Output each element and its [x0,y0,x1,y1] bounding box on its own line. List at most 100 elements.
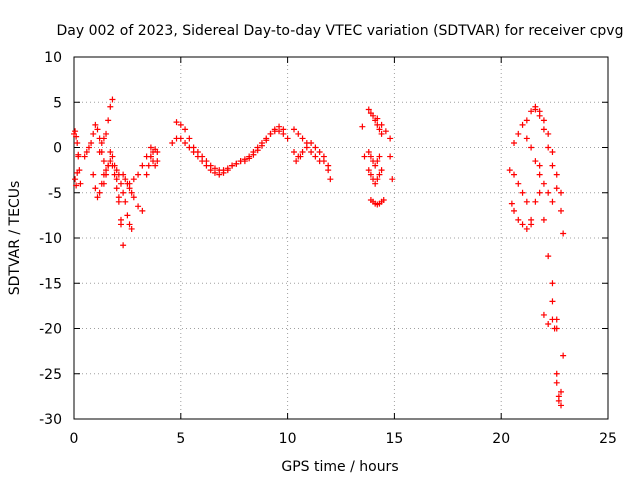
data-point [308,139,315,146]
data-point [194,149,201,156]
data-point [113,185,120,192]
data-point [374,115,381,122]
y-tick-label: 5 [53,95,62,111]
data-point [92,185,99,192]
data-point [528,108,535,115]
data-point [74,139,81,146]
series-arc-10 [135,203,146,214]
data-point [560,352,567,359]
data-point [303,144,310,151]
data-point [98,139,105,146]
data-point [88,139,95,146]
data-point [545,144,552,151]
data-point [551,325,558,332]
data-point [312,144,319,151]
data-point [536,112,543,119]
data-point [553,185,560,192]
data-point [519,221,526,228]
series-arc-16 [291,144,332,174]
data-point [549,280,556,287]
data-point [177,135,184,142]
data-point [267,130,274,137]
series-arc-26 [511,162,543,232]
data-point [540,126,547,133]
data-point [327,176,334,183]
data-point [320,158,327,165]
data-point [376,126,383,133]
series-arc-34 [553,352,567,400]
data-point [182,126,189,133]
series-arc-27 [508,200,515,207]
series-arc-22 [365,167,385,187]
data-point [152,162,159,169]
data-point [536,171,543,178]
y-tick-label: -5 [48,186,62,202]
data-point [263,137,270,144]
data-point [109,96,116,103]
data-point [382,128,389,135]
x-tick-label: 0 [70,431,79,447]
series-arc-21 [365,149,383,169]
data-point [367,171,374,178]
data-point [316,149,323,156]
series-arc-18 [359,123,368,160]
data-point [549,162,556,169]
data-point [107,149,114,156]
series-arc-15 [291,126,334,183]
data-point [126,180,133,187]
y-tick-label: -10 [39,231,62,247]
data-point [378,167,385,174]
data-point [122,198,129,205]
data-point [173,119,180,126]
data-point [154,158,161,165]
data-point [293,158,300,165]
data-point [374,158,381,165]
data-point [560,230,567,237]
series-arc-33 [549,280,565,409]
series-arc-25 [506,167,535,223]
data-point [103,171,110,178]
data-point [143,171,150,178]
x-axis-label: GPS time / hours [281,459,398,475]
data-point [523,225,530,232]
data-point [154,149,161,156]
series-arc-12 [147,153,161,169]
data-point [325,167,332,174]
data-point [92,121,99,128]
data-point [100,180,107,187]
series-arc-24 [387,153,396,183]
data-point [113,176,120,183]
data-point [536,189,543,196]
data-point [380,196,387,203]
data-point [515,180,522,187]
data-point [372,180,379,187]
data-point [359,123,366,130]
data-point [308,149,315,156]
data-point [549,198,556,205]
data-point [94,194,101,201]
series-arc-6 [107,149,127,249]
data-point [73,182,80,189]
data-point [549,316,556,323]
data-point [229,162,236,169]
data-point [361,153,368,160]
data-point [124,212,131,219]
data-point [271,126,278,133]
data-point [519,189,526,196]
data-point [387,153,394,160]
data-point [258,142,265,149]
y-tick-label: -30 [39,412,62,428]
data-point [186,135,193,142]
data-point [113,167,120,174]
data-point [96,189,103,196]
data-point [254,147,261,154]
data-point [295,130,302,137]
data-point [109,153,116,160]
data-point [553,370,560,377]
data-point [549,149,556,156]
data-point [111,162,118,169]
data-point [207,162,214,169]
data-point [540,117,547,124]
data-point [365,167,372,174]
